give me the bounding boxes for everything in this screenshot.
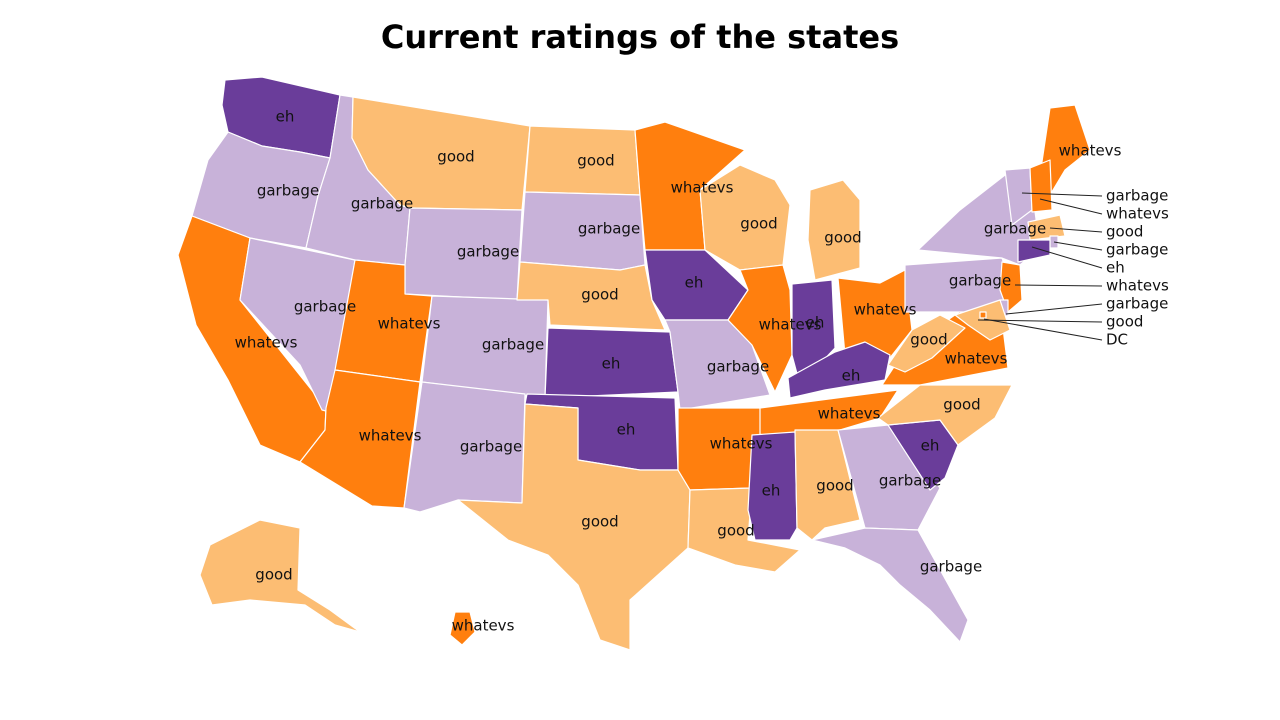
state-ga	[837, 424, 941, 531]
state-dc	[979, 311, 987, 319]
state-label-oh: whatevs	[854, 301, 917, 319]
state-tx	[457, 403, 691, 651]
callout-leader-line	[983, 318, 1103, 341]
state-ak	[199, 519, 361, 633]
state-label-nv: garbage	[294, 298, 356, 316]
state-label-la: good	[717, 522, 754, 540]
state-ne	[516, 261, 666, 331]
state-label-ms: eh	[762, 482, 781, 500]
state-label-ia: eh	[685, 274, 704, 292]
state-label-va: whatevs	[945, 350, 1008, 368]
state-label-co: garbage	[482, 336, 544, 354]
state-label-mn: whatevs	[671, 179, 734, 197]
state-label-nd: good	[577, 152, 614, 170]
state-il	[727, 264, 793, 393]
callout-leader-line	[1021, 192, 1103, 197]
state-ma	[1027, 214, 1066, 241]
callout-label: good	[1106, 313, 1143, 331]
callout-leader-line	[1039, 198, 1103, 215]
callout-label: good	[1106, 223, 1143, 241]
state-mi	[807, 179, 861, 281]
state-label-il: whatevs	[759, 316, 822, 334]
state-ky	[787, 341, 891, 399]
state-label-mi: good	[824, 229, 861, 247]
state-label-wv: good	[910, 331, 947, 349]
state-az	[299, 369, 421, 509]
state-label-id: garbage	[351, 195, 413, 213]
callout-label: garbage	[1106, 241, 1168, 259]
state-fl	[811, 527, 969, 643]
callout-leader-line	[1049, 227, 1103, 233]
state-label-hi: whatevs	[452, 617, 515, 635]
state-label-nc: good	[943, 396, 980, 414]
state-label-mt: good	[437, 148, 474, 166]
state-label-me: whatevs	[1059, 142, 1122, 160]
state-label-sd: garbage	[578, 220, 640, 238]
state-label-tn: whatevs	[818, 405, 881, 423]
state-label-wi: good	[740, 215, 777, 233]
callout-label: garbage	[1106, 295, 1168, 313]
state-tn	[759, 389, 899, 436]
callout-label: eh	[1106, 259, 1125, 277]
state-label-wy: garbage	[457, 243, 519, 261]
state-label-ca: whatevs	[235, 334, 298, 352]
state-label-ga: garbage	[879, 472, 941, 490]
state-label-az: whatevs	[359, 427, 422, 445]
state-label-fl: garbage	[920, 558, 982, 576]
state-labels: eh garbage whatevs garbage garbage good garbag…	[235, 108, 1122, 635]
state-label-sc: eh	[921, 437, 940, 455]
state-label-ks: eh	[602, 355, 621, 373]
callout-leader-line	[1014, 284, 1103, 287]
callout-label: garbage	[1106, 187, 1168, 205]
state-label-ny: garbage	[984, 220, 1046, 238]
state-hi	[449, 611, 476, 646]
state-label-pa: garbage	[949, 272, 1011, 290]
state-label-or: garbage	[257, 182, 319, 200]
callout-leader-lines	[977, 192, 1103, 341]
state-nc	[877, 384, 1013, 446]
state-ct	[1017, 239, 1051, 263]
callout-label: whatevs	[1106, 277, 1169, 295]
state-label-ak: good	[255, 566, 292, 584]
state-label-al: good	[816, 477, 853, 495]
callout-labels: garbagewhatevsgoodgarbageehwhatevsgarbag…	[1106, 187, 1169, 349]
callout-leader-line	[977, 319, 1103, 323]
callout-leader-line	[1031, 246, 1103, 269]
callout-label: whatevs	[1106, 205, 1169, 223]
callout-leader-line	[1005, 303, 1103, 315]
callout-label: DC	[1106, 331, 1128, 349]
state-label-tx: good	[581, 513, 618, 531]
state-wv	[887, 314, 966, 373]
state-label-nm: garbage	[460, 438, 522, 456]
callout-leader-line	[1053, 241, 1103, 251]
state-label-wa: eh	[276, 108, 295, 126]
state-label-ne: good	[581, 286, 618, 304]
map-title: Current ratings of the states	[380, 18, 900, 56]
state-label-in: eh	[806, 314, 825, 332]
state-label-mo: garbage	[707, 358, 769, 376]
state-label-ky: eh	[842, 367, 861, 385]
state-wi	[699, 164, 791, 271]
state-label-ok: eh	[617, 421, 636, 439]
state-label-ut: whatevs	[378, 315, 441, 333]
state-nh	[1029, 159, 1053, 213]
state-label-ar: whatevs	[710, 435, 773, 453]
